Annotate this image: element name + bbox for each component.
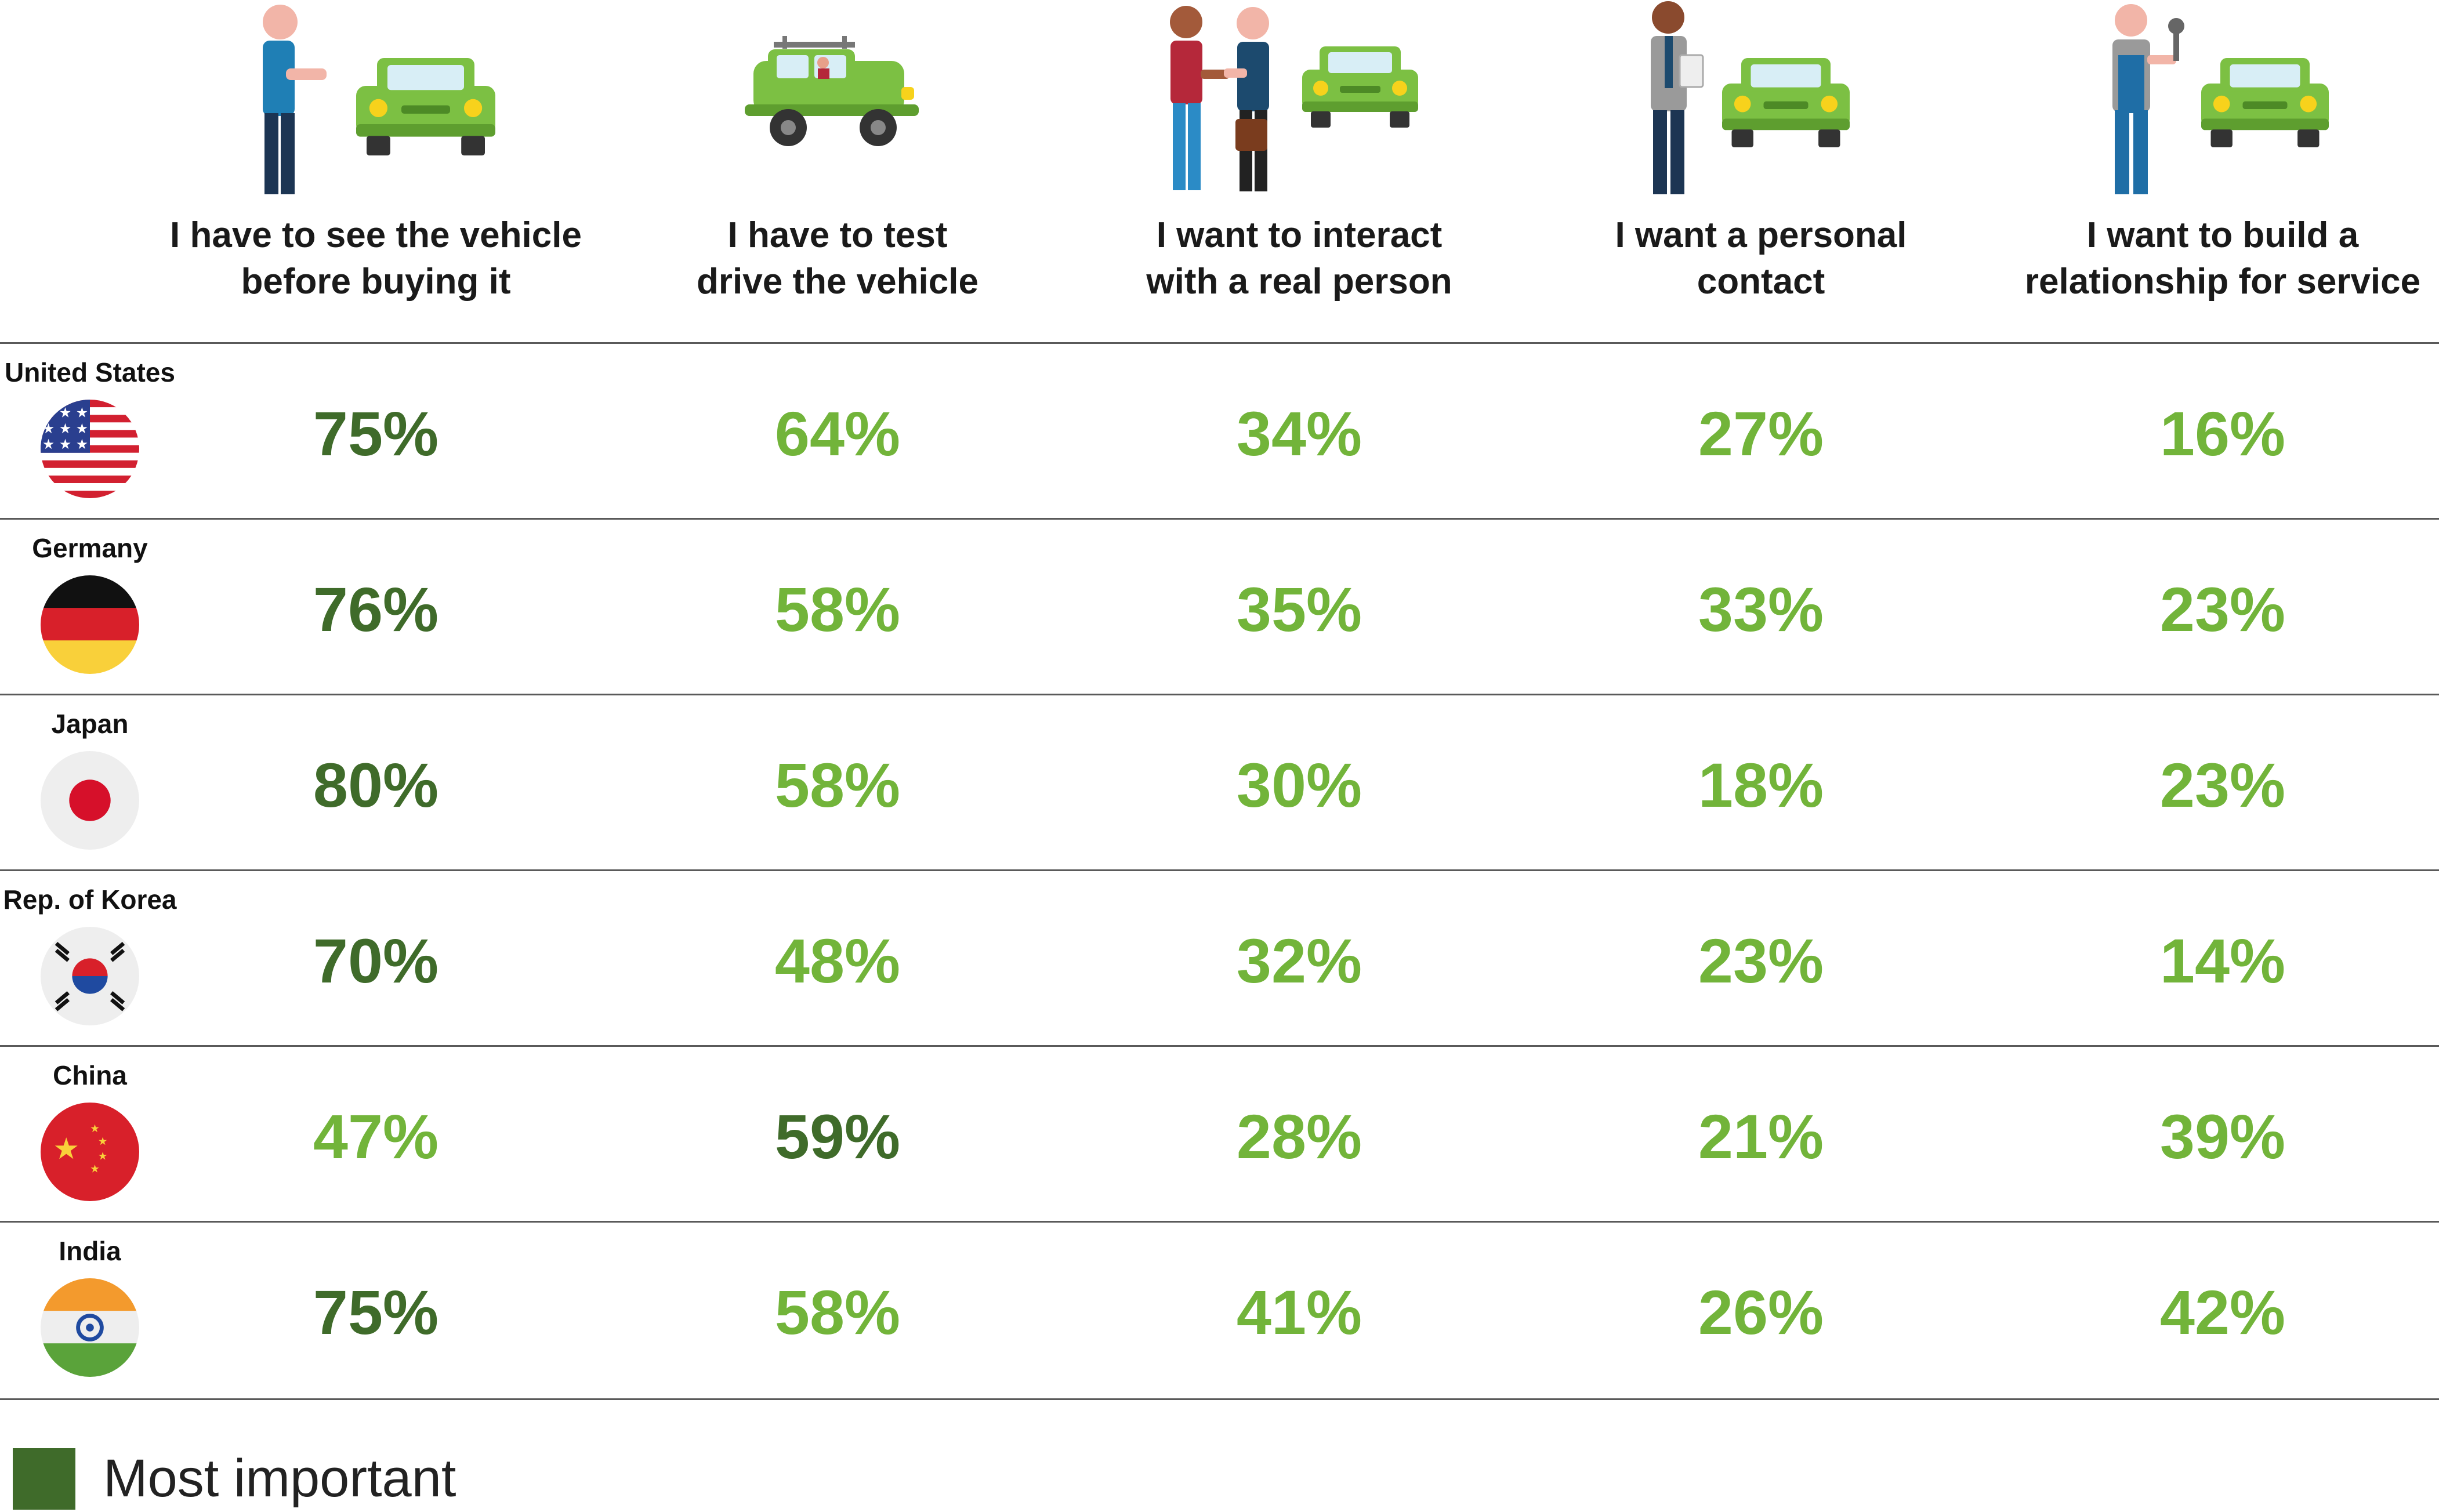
svg-text:★ ★ ★: ★ ★ ★ <box>42 405 88 421</box>
column-header: I want to build a relationship for servi… <box>1992 0 2439 342</box>
value-cell: 23% <box>1698 926 1824 996</box>
mechanic-with-wrench-icon <box>2078 0 2368 203</box>
column-header: I want to interact with a real person <box>1068 0 1530 342</box>
column-header: I have to see the vehicle before buying … <box>145 0 607 342</box>
value-cell: 47% <box>313 1101 439 1172</box>
column-label: I want to interact with a real person <box>1146 215 1452 302</box>
value-cell: 58% <box>774 750 901 820</box>
legend-label: Most important <box>103 1449 456 1508</box>
value-cell: 70% <box>313 926 439 996</box>
value-cell: 76% <box>313 574 439 644</box>
value-cell: 80% <box>313 750 439 820</box>
svg-text:★: ★ <box>90 1163 100 1176</box>
japan-flag-icon <box>41 751 139 850</box>
value-cell: 48% <box>774 926 901 996</box>
value-cell: 16% <box>2159 398 2286 469</box>
column-header: I have to test drive the vehicle <box>607 0 1068 342</box>
us-flag-icon: ★ ★ ★ ★ ★ ★ ★ ★ ★ <box>41 400 139 498</box>
china-flag-icon: ★ ★ ★ ★ ★ <box>41 1103 139 1201</box>
column-label: I want to build a relationship for servi… <box>2024 215 2421 302</box>
value-cell: 33% <box>1698 574 1824 644</box>
value-cell: 26% <box>1698 1277 1824 1347</box>
value-cell: 30% <box>1236 750 1362 820</box>
svg-text:★: ★ <box>98 1136 108 1148</box>
value-cell: 23% <box>2159 750 2286 820</box>
value-cell: 41% <box>1236 1277 1362 1347</box>
country-label: Germany <box>32 533 148 563</box>
korea-flag-icon <box>41 927 139 1025</box>
legend-swatch <box>13 1448 75 1510</box>
country-label: Rep. of Korea <box>3 884 177 915</box>
table-row: Rep. of Korea 70% 48% 32% 23% 14% <box>0 869 2439 1047</box>
column-header-row: I have to see the vehicle before buying … <box>0 0 2439 342</box>
country-label: India <box>59 1236 121 1266</box>
value-cell: 59% <box>774 1101 901 1172</box>
india-flag-icon <box>41 1278 139 1377</box>
column-label: I want a personal contact <box>1615 215 1907 302</box>
svg-text:★ ★ ★: ★ ★ ★ <box>42 420 88 437</box>
value-cell: 34% <box>1236 398 1362 469</box>
column-header: I want a personal contact <box>1530 0 1992 342</box>
value-cell: 23% <box>2159 574 2286 644</box>
person-beside-car-icon <box>231 0 521 203</box>
value-cell: 27% <box>1698 398 1824 469</box>
germany-flag-icon <box>41 575 139 674</box>
table-row: Germany 76% 58% 35% 33% 23% <box>0 518 2439 695</box>
value-cell: 58% <box>774 1277 901 1347</box>
svg-text:★: ★ <box>53 1132 79 1166</box>
handshake-with-seller-icon <box>1154 0 1444 203</box>
value-cell: 75% <box>313 398 439 469</box>
value-cell: 64% <box>774 398 901 469</box>
table-row: Japan 80% 58% 30% 18% 23% <box>0 694 2439 871</box>
column-label: I have to test drive the vehicle <box>697 215 979 302</box>
country-label: China <box>53 1060 127 1090</box>
person-driving-car-icon <box>693 0 983 203</box>
column-label: I have to see the vehicle before buying … <box>170 215 582 302</box>
value-cell: 18% <box>1698 750 1824 820</box>
table-row: United States ★ ★ ★ ★ ★ ★ ★ ★ ★ 75% 64% … <box>0 342 2439 520</box>
svg-text:★ ★ ★: ★ ★ ★ <box>42 436 88 452</box>
table-row: China ★ ★ ★ ★ ★ 47% 59% 28% 21% 39% <box>0 1045 2439 1223</box>
value-cell: 39% <box>2159 1101 2286 1172</box>
value-cell: 35% <box>1236 574 1362 644</box>
value-cell: 75% <box>313 1277 439 1347</box>
value-cell: 58% <box>774 574 901 644</box>
country-label: United States <box>5 357 175 387</box>
table-row: India 75% 58% 41% 26% 42% <box>0 1221 2439 1400</box>
value-cell: 14% <box>2159 926 2286 996</box>
value-cell: 32% <box>1236 926 1362 996</box>
value-cell: 21% <box>1698 1101 1824 1172</box>
value-cell: 42% <box>2159 1277 2286 1347</box>
svg-text:★: ★ <box>98 1151 108 1163</box>
svg-text:★: ★ <box>90 1123 100 1135</box>
country-label: Japan <box>51 709 129 739</box>
salesperson-with-clipboard-icon <box>1616 0 1906 203</box>
value-cell: 28% <box>1236 1101 1362 1172</box>
